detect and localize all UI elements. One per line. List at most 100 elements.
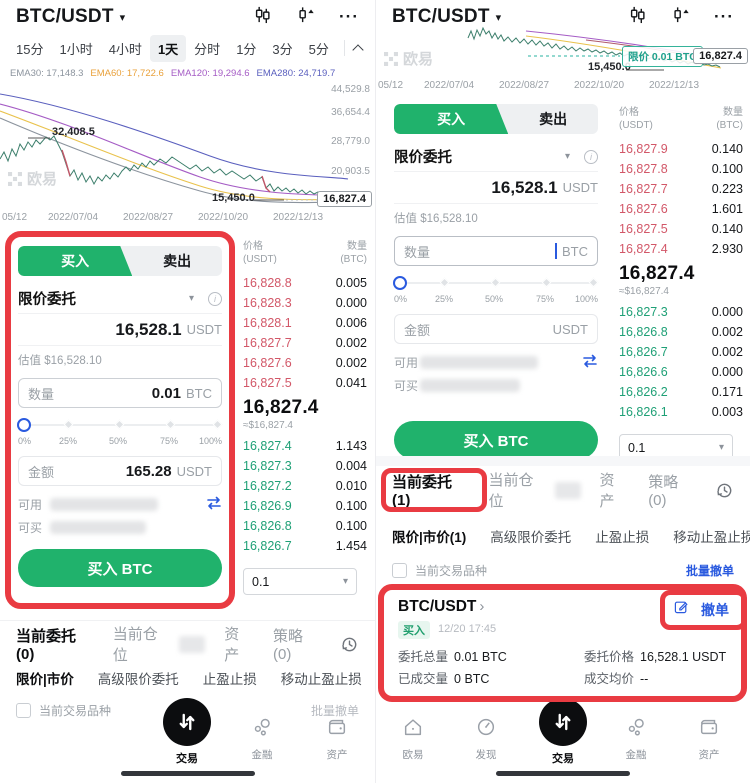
slider-mark-75[interactable] [541, 277, 552, 288]
order-card-pair-link[interactable]: BTC/USDT › [398, 598, 485, 615]
bid-row[interactable]: 16,826.9 0.100 [243, 499, 367, 513]
slider-mark-50[interactable] [490, 277, 501, 288]
percent-slider[interactable]: 0% 25% 50% 75% 100% [17, 417, 223, 449]
nav-assets[interactable]: 资产 [313, 716, 361, 762]
batch-cancel-button[interactable]: 批量撤单 [310, 703, 359, 718]
slider-mark-50[interactable] [114, 419, 125, 430]
pair-selector[interactable]: BTC/USDT [16, 6, 114, 27]
bid-row[interactable]: 16,827.2 0.010 [243, 479, 367, 493]
depth-select[interactable]: 0.1 ▾ [619, 434, 733, 461]
nav-trade-button[interactable] [163, 698, 211, 746]
price-input[interactable]: 16,528.1 USDT [18, 314, 222, 346]
sell-tab[interactable]: 卖出 [163, 253, 192, 269]
nav-finance[interactable]: 金融 [238, 716, 286, 762]
last-price[interactable]: 16,827.4 [243, 397, 319, 418]
subtab-advanced-limit[interactable]: 高级限价委托 [490, 530, 572, 545]
tab-assets[interactable]: 资产 [224, 626, 240, 664]
tab-strategy[interactable]: 策略(0) [272, 628, 303, 663]
tab-positions[interactable]: 当前仓位 [488, 472, 534, 510]
bid-row[interactable]: 16,826.7 0.002 [619, 345, 743, 359]
slider-mark-75[interactable] [165, 419, 176, 430]
percent-slider[interactable]: 0% 25% 50% 75% 100% [393, 275, 599, 307]
slider-mark-25[interactable] [439, 277, 450, 288]
buy-tab[interactable]: 买入 [18, 246, 132, 276]
ask-row[interactable]: 16,827.7 0.002 [243, 336, 367, 350]
info-icon[interactable]: i [208, 291, 222, 306]
checkbox[interactable] [16, 702, 31, 718]
subtab-limit-market[interactable]: 限价|市价 [16, 672, 74, 687]
slider-mark-100[interactable] [588, 277, 599, 288]
tab-3min[interactable]: 3分 [272, 41, 293, 57]
nav-discover[interactable]: 发现 [462, 716, 510, 762]
slider-handle[interactable] [393, 276, 407, 290]
depth-select[interactable]: 0.1 ▾ [243, 568, 357, 595]
quantity-input[interactable]: 数量 BTC [394, 236, 598, 266]
ask-row[interactable]: 16,828.1 0.006 [243, 316, 367, 330]
order-history-icon[interactable] [715, 481, 734, 500]
tab-1h[interactable]: 1小时 [59, 41, 93, 57]
total-input[interactable]: 金额 165.28 USDT [18, 456, 222, 486]
quantity-input[interactable]: 数量 0.01 BTC [18, 378, 222, 408]
swap-icon[interactable] [582, 354, 598, 371]
subtab-tp-sl[interactable]: 止盈止损 [595, 530, 650, 545]
ask-row[interactable]: 16,827.6 0.002 [243, 356, 367, 370]
edit-order-icon[interactable] [673, 599, 689, 620]
collapse-chevron-up-icon[interactable] [352, 43, 364, 56]
slider-handle[interactable] [17, 418, 31, 432]
buy-tab[interactable]: 买入 [394, 104, 508, 134]
tab-5min[interactable]: 5分 [308, 41, 329, 57]
checkbox[interactable] [392, 562, 407, 578]
tab-positions[interactable]: 当前仓位 [112, 626, 158, 664]
tab-open-orders[interactable]: 当前委托(1) [392, 474, 453, 509]
bid-row[interactable]: 16,826.8 0.100 [243, 519, 367, 533]
subtab-tp-sl[interactable]: 止盈止损 [202, 672, 257, 687]
tab-1min[interactable]: 1分 [236, 41, 257, 57]
order-type-select[interactable]: 限价委托 ▾ i [18, 284, 222, 314]
tab-strategy[interactable]: 策略(0) [648, 474, 679, 509]
buy-btc-button[interactable]: 买入 BTC [18, 549, 222, 587]
batch-cancel-button[interactable]: 批量撤单 [685, 563, 734, 578]
nav-finance[interactable]: 金融 [612, 716, 660, 762]
candles-chart-icon[interactable] [628, 5, 647, 29]
bid-row[interactable]: 16,827.4 1.143 [243, 439, 367, 453]
candles-chart-icon[interactable] [253, 5, 272, 29]
pair-selector[interactable]: BTC/USDT [392, 6, 490, 27]
bid-row[interactable]: 16,827.3 0.000 [619, 305, 743, 319]
more-icon[interactable]: ··· [714, 7, 734, 26]
subtab-advanced-limit[interactable]: 高级限价委托 [97, 672, 179, 687]
order-type-select[interactable]: 限价委托 ▾ i [394, 142, 598, 172]
ask-row[interactable]: 16,827.6 1.601 [619, 202, 743, 216]
cancel-order-button[interactable]: 撤单 [701, 601, 729, 618]
bid-row[interactable]: 16,826.6 0.000 [619, 365, 743, 379]
subtab-trailing[interactable]: 移动止盈止损 [673, 530, 750, 545]
swap-icon[interactable] [206, 496, 222, 513]
price-alert-icon[interactable] [296, 5, 315, 29]
total-input[interactable]: 金额 USDT [394, 314, 598, 344]
ask-row[interactable]: 16,827.4 2.930 [619, 242, 743, 256]
price-alert-icon[interactable] [671, 5, 690, 29]
nav-home[interactable]: 欧易 [389, 716, 437, 762]
nav-trade-button[interactable] [539, 698, 587, 746]
ask-row[interactable]: 16,827.8 0.100 [619, 162, 743, 176]
subtab-limit-market[interactable]: 限价|市价(1) [392, 530, 467, 545]
tab-4h[interactable]: 4小时 [108, 41, 142, 57]
slider-mark-100[interactable] [212, 419, 223, 430]
nav-assets[interactable]: 资产 [685, 716, 733, 762]
order-history-icon[interactable] [340, 635, 359, 654]
more-icon[interactable]: ··· [339, 7, 359, 26]
bid-row[interactable]: 16,826.8 0.002 [619, 325, 743, 339]
bid-row[interactable]: 16,827.3 0.004 [243, 459, 367, 473]
tab-assets[interactable]: 资产 [599, 472, 615, 510]
ask-row[interactable]: 16,827.5 0.041 [243, 376, 367, 390]
ask-row[interactable]: 16,827.5 0.140 [619, 222, 743, 236]
tab-open-orders[interactable]: 当前委托(0) [16, 628, 77, 663]
info-icon[interactable]: i [584, 149, 598, 164]
ask-row[interactable]: 16,828.8 0.005 [243, 276, 367, 290]
tab-1d-selected[interactable]: 1天 [149, 34, 187, 62]
sell-tab[interactable]: 卖出 [539, 111, 568, 127]
buy-btc-button[interactable]: 买入 BTC [394, 421, 598, 459]
tab-time[interactable]: 分时 [194, 41, 221, 57]
ask-row[interactable]: 16,828.3 0.000 [243, 296, 367, 310]
bid-row[interactable]: 16,826.1 0.003 [619, 405, 743, 419]
ask-row[interactable]: 16,827.9 0.140 [619, 142, 743, 156]
